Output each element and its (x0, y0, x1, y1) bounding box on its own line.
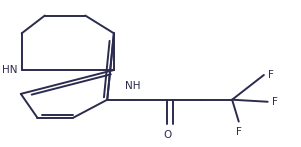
Text: O: O (163, 130, 172, 140)
Text: F: F (236, 127, 242, 137)
Text: NH: NH (125, 81, 141, 91)
Text: F: F (272, 97, 278, 107)
Text: HN: HN (2, 65, 17, 75)
Text: F: F (268, 70, 274, 80)
